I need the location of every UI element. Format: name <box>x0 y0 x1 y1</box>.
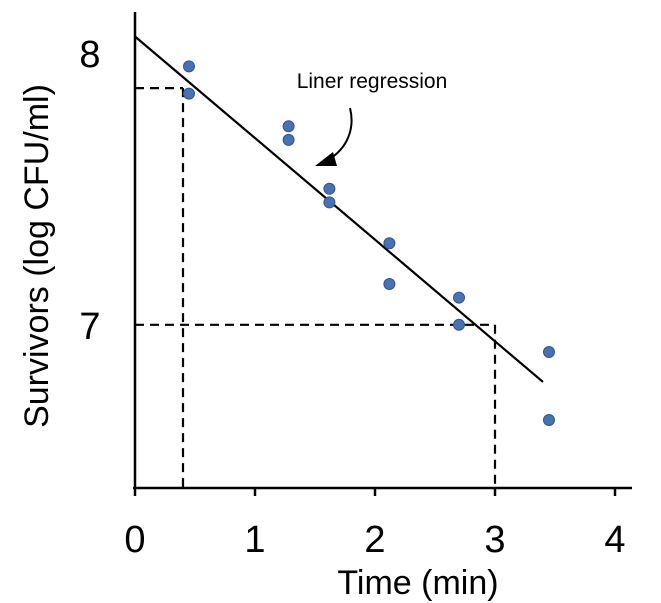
x-axis-title: Time (min) <box>337 564 498 602</box>
data-point <box>453 291 465 304</box>
data-point <box>282 133 295 146</box>
y-tick-label: 8 <box>79 34 100 76</box>
x-tick-label: 4 <box>604 519 625 561</box>
data-point <box>543 414 555 426</box>
data-points <box>183 60 555 426</box>
regression-line <box>134 35 544 383</box>
y-axis-title: Survivors (log CFU/ml) <box>18 84 56 428</box>
data-point <box>183 60 195 73</box>
y-ticks: 78 <box>79 34 100 348</box>
data-point <box>543 346 555 358</box>
y-tick-label: 7 <box>79 306 100 348</box>
regression-annotation: Liner regression <box>297 70 448 166</box>
x-tick-label: 3 <box>484 519 505 561</box>
data-point <box>383 237 396 250</box>
x-ticks: 0 1 2 3 4 <box>124 488 626 561</box>
data-point <box>453 318 465 331</box>
data-point <box>383 278 396 290</box>
axes <box>133 12 632 490</box>
x-tick-label: 2 <box>364 519 385 561</box>
x-tick-label: 1 <box>244 519 265 561</box>
data-point <box>282 120 295 133</box>
data-point <box>323 196 336 209</box>
regression-line-group <box>134 35 544 383</box>
reference-guides <box>135 87 497 488</box>
annotation-arrow <box>327 107 353 161</box>
data-point <box>323 182 336 195</box>
regression-annotation-label: Liner regression <box>297 70 448 93</box>
annotation-arrowhead <box>315 152 337 166</box>
data-point <box>183 87 195 100</box>
x-tick-label: 0 <box>124 519 145 561</box>
